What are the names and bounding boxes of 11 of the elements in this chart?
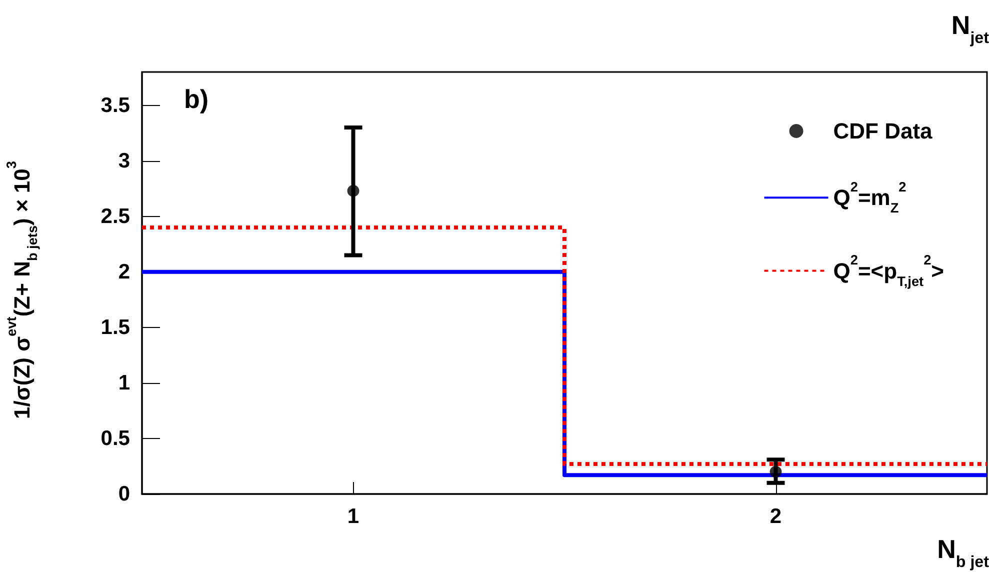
y-tick-label: 0 (118, 482, 130, 506)
y-tick-label: 2 (118, 260, 130, 284)
y-tick-label: 0.5 (100, 426, 130, 450)
y-tick-label: 1.5 (100, 316, 130, 339)
legend-label: CDF Data (833, 118, 934, 144)
y-tick-label: 3 (118, 149, 130, 172)
y-tick-label: 1 (118, 371, 130, 394)
y-axis-title: 1/σ(Z) σevt(Z+ Nb jets) × 103 (4, 160, 40, 419)
annotation: b) (184, 84, 209, 114)
y-tick-label: 3.5 (100, 94, 130, 117)
y-tick-label: 2.5 (100, 204, 130, 228)
